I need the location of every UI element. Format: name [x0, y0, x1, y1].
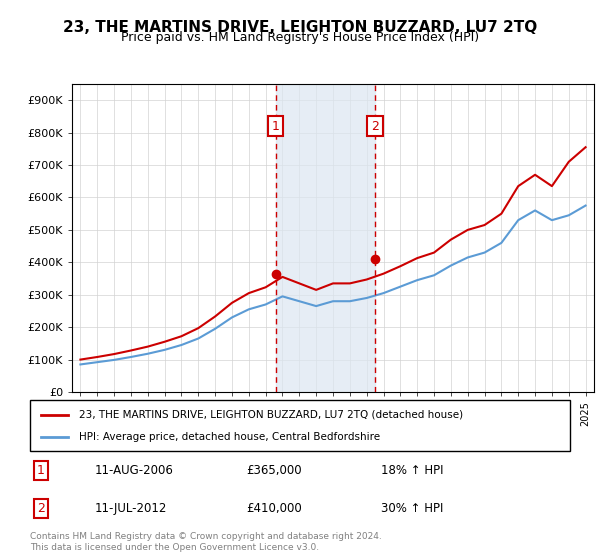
Text: HPI: Average price, detached house, Central Bedfordshire: HPI: Average price, detached house, Cent…	[79, 432, 380, 442]
Text: 30% ↑ HPI: 30% ↑ HPI	[381, 502, 443, 515]
Text: 23, THE MARTINS DRIVE, LEIGHTON BUZZARD, LU7 2TQ: 23, THE MARTINS DRIVE, LEIGHTON BUZZARD,…	[63, 20, 537, 35]
Text: Price paid vs. HM Land Registry's House Price Index (HPI): Price paid vs. HM Land Registry's House …	[121, 31, 479, 44]
Text: £365,000: £365,000	[246, 464, 302, 477]
Text: 11-AUG-2006: 11-AUG-2006	[95, 464, 173, 477]
Text: 18% ↑ HPI: 18% ↑ HPI	[381, 464, 443, 477]
Text: 1: 1	[37, 464, 45, 477]
Bar	[276, 84, 375, 392]
Text: Contains HM Land Registry data © Crown copyright and database right 2024.
This d: Contains HM Land Registry data © Crown c…	[30, 532, 382, 552]
Text: 2: 2	[371, 120, 379, 133]
Text: 23, THE MARTINS DRIVE, LEIGHTON BUZZARD, LU7 2TQ (detached house): 23, THE MARTINS DRIVE, LEIGHTON BUZZARD,…	[79, 409, 463, 419]
Text: £410,000: £410,000	[246, 502, 302, 515]
Text: 11-JUL-2012: 11-JUL-2012	[95, 502, 167, 515]
FancyBboxPatch shape	[30, 400, 570, 451]
Text: 1: 1	[272, 120, 280, 133]
Text: 2: 2	[37, 502, 45, 515]
